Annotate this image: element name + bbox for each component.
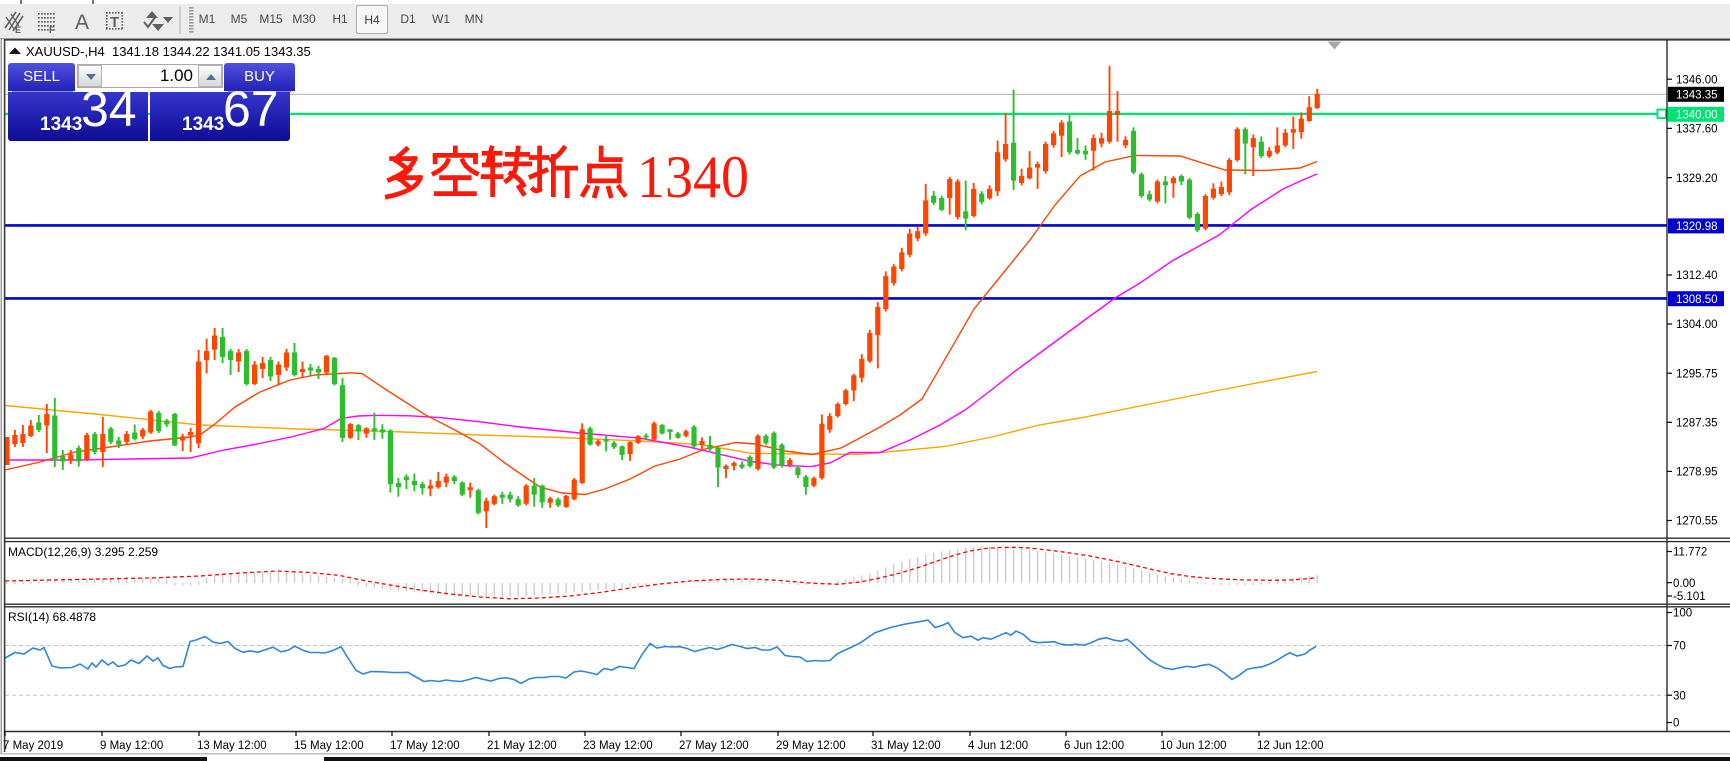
svg-text:31 May 12:00: 31 May 12:00 [871,740,941,752]
svg-text:1312.40: 1312.40 [1676,270,1718,282]
svg-text:0.00: 0.00 [1673,578,1695,590]
svg-text:A: A [75,11,89,34]
svg-text:1287.35: 1287.35 [1676,418,1718,430]
svg-text:100: 100 [1673,608,1692,620]
svg-text:1329.20: 1329.20 [1676,173,1718,185]
svg-text:1320.98: 1320.98 [1676,221,1718,233]
svg-text:1278.95: 1278.95 [1676,467,1718,479]
svg-text:10 Jun 12:00: 10 Jun 12:00 [1160,740,1227,752]
svg-text:E: E [15,25,21,35]
svg-text:6 Jun 12:00: 6 Jun 12:00 [1064,740,1124,752]
svg-text:13 May 12:00: 13 May 12:00 [197,740,267,752]
svg-text:1295.75: 1295.75 [1676,368,1718,380]
svg-text:1337.60: 1337.60 [1676,124,1718,136]
svg-text:12 Jun 12:00: 12 Jun 12:00 [1257,740,1324,752]
svg-text:15 May 12:00: 15 May 12:00 [294,740,364,752]
svg-text:21 May 12:00: 21 May 12:00 [487,740,557,752]
svg-text:1340.00: 1340.00 [1676,110,1718,122]
svg-text:4 Jun 12:00: 4 Jun 12:00 [968,740,1028,752]
svg-text:XAUUSD-,H4 1341.18 1344.22 13: XAUUSD-,H4 1341.18 1344.22 1341.05 1343.… [26,44,311,59]
svg-text:11.772: 11.772 [1673,547,1707,559]
svg-text:30: 30 [1673,690,1686,702]
svg-text:1304.00: 1304.00 [1676,319,1718,331]
svg-text:F: F [49,25,55,35]
svg-text:MACD(12,26,9) 3.295 2.259: MACD(12,26,9) 3.295 2.259 [8,545,158,559]
svg-text:23 May 12:00: 23 May 12:00 [583,740,653,752]
svg-text:0: 0 [1673,718,1679,730]
svg-text:1340: 1340 [637,144,749,210]
svg-text:-5.101: -5.101 [1673,591,1706,603]
svg-text:27 May 12:00: 27 May 12:00 [679,740,749,752]
svg-text:1346.00: 1346.00 [1676,74,1718,86]
svg-text:9 May 12:00: 9 May 12:00 [100,740,163,752]
svg-text:29 May 12:00: 29 May 12:00 [776,740,846,752]
svg-text:1308.50: 1308.50 [1676,294,1718,306]
svg-text:1270.55: 1270.55 [1676,516,1718,528]
svg-text:7 May 2019: 7 May 2019 [3,740,63,752]
svg-text:70: 70 [1673,641,1686,653]
svg-text:1343.35: 1343.35 [1676,90,1718,102]
svg-text:RSI(14) 68.4878: RSI(14) 68.4878 [8,610,96,624]
svg-text:T: T [110,14,119,31]
svg-text:17 May 12:00: 17 May 12:00 [390,740,460,752]
